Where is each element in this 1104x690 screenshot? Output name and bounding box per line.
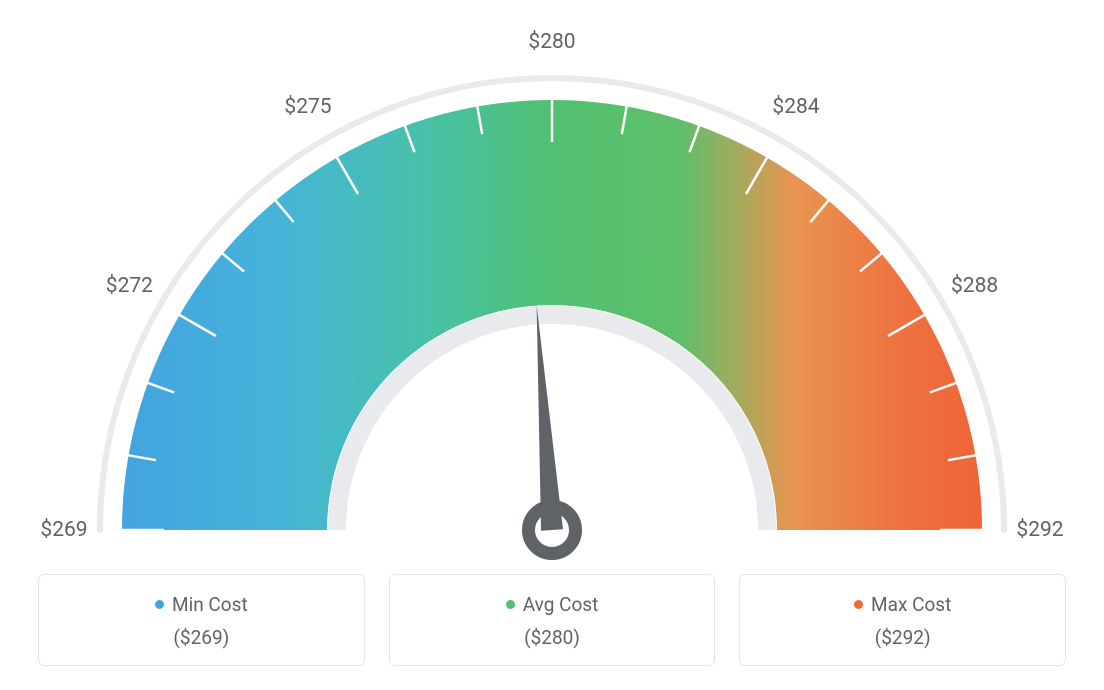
legend-title-min: Min Cost — [155, 593, 248, 616]
legend-card-min: Min Cost ($269) — [38, 574, 365, 666]
gauge-tick-label: $272 — [106, 274, 153, 298]
legend-row: Min Cost ($269) Avg Cost ($280) Max Cost… — [38, 574, 1066, 666]
legend-dot-max — [854, 600, 863, 609]
legend-label-min: Min Cost — [172, 593, 248, 616]
legend-dot-min — [155, 600, 164, 609]
gauge-tick-label: $284 — [772, 95, 819, 119]
gauge-tick-label: $269 — [40, 518, 87, 542]
gauge-tick-label: $292 — [1016, 518, 1063, 542]
legend-label-max: Max Cost — [871, 593, 951, 616]
legend-card-avg: Avg Cost ($280) — [389, 574, 716, 666]
gauge-tick-label: $275 — [284, 95, 331, 119]
legend-value-max: ($292) — [750, 626, 1055, 649]
legend-value-avg: ($280) — [400, 626, 705, 649]
legend-title-max: Max Cost — [854, 593, 951, 616]
gauge-chart: $269 $272 $275 $280 $284 $288 $292 — [0, 0, 1104, 560]
legend-card-max: Max Cost ($292) — [739, 574, 1066, 666]
legend-dot-avg — [506, 600, 515, 609]
legend-label-avg: Avg Cost — [523, 593, 599, 616]
gauge-svg — [0, 0, 1104, 560]
gauge-tick-label: $288 — [951, 274, 998, 298]
gauge-tick-label: $280 — [528, 30, 575, 54]
legend-value-min: ($269) — [49, 626, 354, 649]
legend-title-avg: Avg Cost — [506, 593, 599, 616]
